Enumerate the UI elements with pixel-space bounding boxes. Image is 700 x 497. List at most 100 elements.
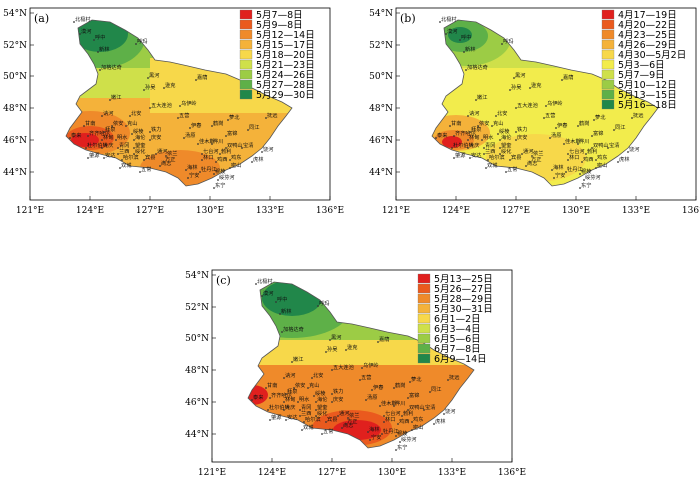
place-label: 牡丹江 xyxy=(567,165,583,173)
place-label: 乌伊岭 xyxy=(363,361,379,369)
station-dot xyxy=(563,143,565,145)
place-label: 孙吴 xyxy=(511,83,521,91)
station-dot xyxy=(497,133,499,135)
station-dot xyxy=(565,171,567,173)
legend-a: 5月7—8日5月9—8日5月12—14日5月15—17日5月18—20日5月21… xyxy=(239,9,315,101)
legend-swatch xyxy=(601,59,615,70)
place-label: 铁力 xyxy=(517,125,527,133)
lon-tick-label: 121°E xyxy=(16,206,44,216)
place-label: 汤原 xyxy=(367,393,377,401)
legend-label: 5月13—25日 xyxy=(434,274,493,285)
station-dot xyxy=(577,125,579,127)
station-dot xyxy=(423,409,425,411)
place-label: 林甸 xyxy=(469,133,479,141)
station-dot xyxy=(509,159,511,161)
lat-tick-label: 50°N xyxy=(3,72,27,82)
place-label: 讷河 xyxy=(469,109,479,117)
station-dot xyxy=(165,155,167,157)
station-dot xyxy=(115,139,117,141)
station-dot xyxy=(299,415,301,417)
legend-swatch xyxy=(239,9,253,20)
legend-swatch xyxy=(417,313,431,324)
place-label: 漠河 xyxy=(81,27,91,35)
place-label: 黑河 xyxy=(331,333,341,341)
station-dot xyxy=(371,389,373,391)
station-dot xyxy=(147,77,149,79)
station-dot xyxy=(435,137,437,139)
station-dot xyxy=(367,431,369,433)
station-dot xyxy=(97,51,99,53)
place-label: 伊春 xyxy=(557,121,567,129)
station-dot xyxy=(467,147,469,149)
lon-tick-label: 133°E xyxy=(256,206,284,216)
place-label: 漠河 xyxy=(447,27,457,35)
place-label: 乌伊岭 xyxy=(181,99,197,107)
place-label: 富锦 xyxy=(227,129,237,137)
place-label: 青冈 xyxy=(119,141,129,149)
place-label: 方正 xyxy=(347,417,357,425)
station-dot xyxy=(213,173,215,175)
place-label: 七台河 xyxy=(203,147,219,155)
place-label: 北安 xyxy=(313,371,323,379)
station-dot xyxy=(445,33,447,35)
place-label: 庆安 xyxy=(151,133,161,141)
panel-label-a: (a) xyxy=(34,12,49,25)
station-dot xyxy=(359,379,361,381)
place-label: 通河 xyxy=(339,409,349,417)
station-dot xyxy=(265,387,267,389)
place-label: 七台河 xyxy=(385,409,401,417)
legend-label: 5月28—29日 xyxy=(434,294,493,305)
place-label: 讷河 xyxy=(285,371,295,379)
place-label: 五大连池 xyxy=(333,363,354,371)
station-dot xyxy=(331,401,333,403)
station-dot xyxy=(401,415,403,417)
place-label: 克山 xyxy=(127,119,137,127)
place-label: 青冈 xyxy=(485,141,495,149)
legend-swatch xyxy=(601,49,615,60)
station-dot xyxy=(227,119,229,121)
station-dot xyxy=(247,129,249,131)
lat-tick-label: 46°N xyxy=(369,136,393,146)
place-label: 汤原 xyxy=(185,131,195,139)
station-dot xyxy=(585,153,587,155)
place-label: 勃利 xyxy=(403,409,413,417)
lat-ticks-b: 54°N 52°N 50°N 48°N 46°N 44°N xyxy=(369,9,400,178)
legend-label: 4月30—5月2日 xyxy=(618,50,686,61)
place-label: 拜泉 xyxy=(287,387,298,395)
lat-tick-label: 44°N xyxy=(3,168,27,178)
place-label: 方正 xyxy=(531,155,541,163)
legend-swatch xyxy=(417,273,431,284)
place-label: 黑河 xyxy=(149,71,159,79)
lat-tick-label: 50°N xyxy=(369,72,393,82)
station-dot xyxy=(383,415,385,417)
lat-tick-label: 46°N xyxy=(3,136,27,146)
place-label: 北极村 xyxy=(75,15,91,23)
legend-swatch xyxy=(601,9,615,20)
place-label: 嘉荫 xyxy=(379,335,389,343)
legend-label: 5月29—30日 xyxy=(256,90,315,101)
station-dot xyxy=(119,167,121,169)
station-dot xyxy=(281,331,283,333)
lat-tick-label: 52°N xyxy=(185,303,209,313)
station-dot xyxy=(463,51,465,53)
station-dot xyxy=(505,171,507,173)
station-dot xyxy=(469,157,471,159)
place-label: 嫩江 xyxy=(477,93,487,101)
place-label: 庆安 xyxy=(333,395,343,403)
lon-tick-label: 127°E xyxy=(318,468,346,478)
place-label: 黑河 xyxy=(515,71,525,79)
station-dot xyxy=(155,153,157,155)
station-dot xyxy=(379,405,381,407)
place-label: 林口 xyxy=(203,153,213,161)
station-dot xyxy=(433,423,435,425)
station-dot xyxy=(93,39,95,41)
place-label: 饶河 xyxy=(445,407,455,415)
panel-label-c: (c) xyxy=(216,274,231,287)
legend-label: 5月9—8日 xyxy=(256,20,303,31)
station-dot xyxy=(117,153,119,155)
station-dot xyxy=(229,167,231,169)
place-label: 绥芬河 xyxy=(219,173,235,181)
place-label: 虎林 xyxy=(435,417,446,425)
